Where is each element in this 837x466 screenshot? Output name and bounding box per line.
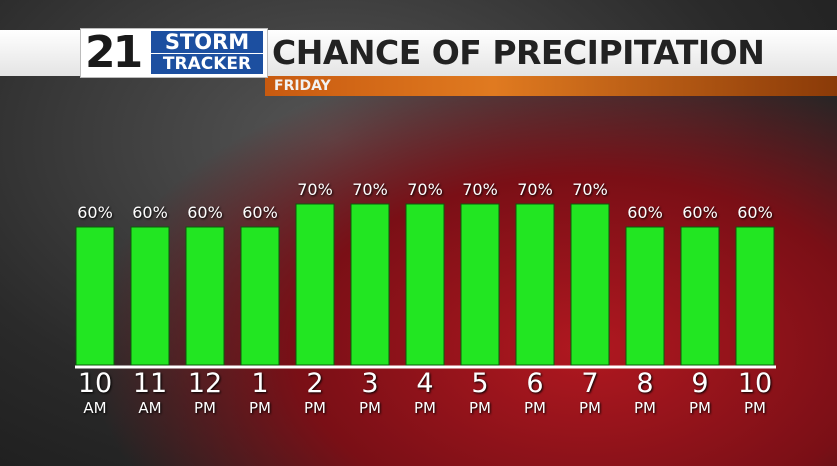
x-tick-label: 5 PM [469,368,491,417]
x-tick-label: 3 PM [359,368,381,417]
bar [185,226,225,366]
subtitle-band [265,76,837,96]
x-tick-label: 2 PM [304,368,326,417]
bar [515,203,555,366]
logo-number: 21 [85,27,143,78]
logo: 21 STORM TRACKER [80,27,268,78]
logo-line2: TRACKER [151,54,263,74]
value-label: 60% [737,203,773,222]
x-tick-label: 8 PM [634,368,656,417]
x-tick-label: 10 AM [77,368,113,417]
x-tick-label: 10 PM [737,368,773,417]
bar [735,226,775,366]
value-label: 60% [627,203,663,222]
value-label: 60% [77,203,113,222]
logo-line1: STORM [151,31,263,53]
value-label: 70% [407,180,443,199]
bar [75,226,115,366]
value-label: 70% [352,180,388,199]
value-label: 60% [132,203,168,222]
bar [350,203,390,366]
bar [295,203,335,366]
x-tick-label: 7 PM [579,368,601,417]
x-tick-label: 11 AM [132,368,168,417]
bar [460,203,500,366]
chart-title: CHANCE OF PRECIPITATION [272,33,765,72]
value-label: 60% [682,203,718,222]
value-label: 60% [242,203,278,222]
bar [680,226,720,366]
value-label: 70% [517,180,553,199]
bar [405,203,445,366]
x-tick-label: 4 PM [414,368,436,417]
bar [625,226,665,366]
bar [570,203,610,366]
x-tick-label: 9 PM [689,368,711,417]
bar [130,226,170,366]
value-label: 70% [297,180,333,199]
value-label: 60% [187,203,223,222]
chart-subtitle: FRIDAY [274,78,331,94]
value-label: 70% [462,180,498,199]
x-tick-label: 1 PM [249,368,271,417]
x-tick-label: 12 PM [187,368,223,417]
value-label: 70% [572,180,608,199]
x-tick-label: 6 PM [524,368,546,417]
bar [240,226,280,366]
